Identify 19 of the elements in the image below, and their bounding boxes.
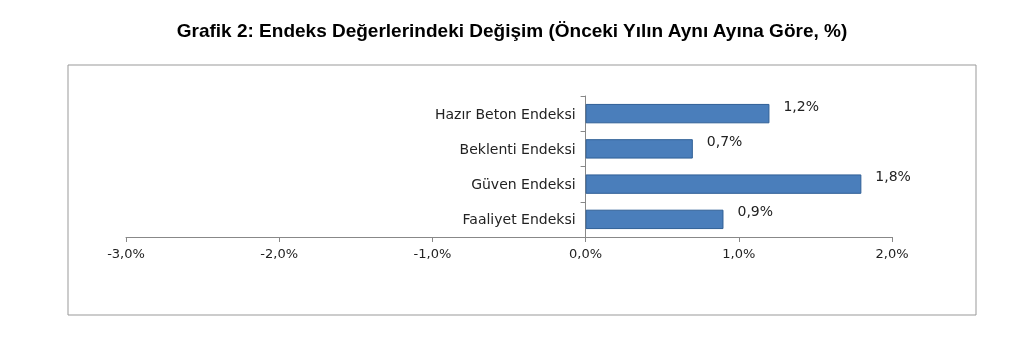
y-tick-label: Hazır Beton Endeksi bbox=[434, 105, 576, 122]
x-tick-label: -1,0% bbox=[413, 246, 452, 261]
x-tick-label: 1,0% bbox=[722, 246, 756, 261]
y-tick-label: Güven Endeksi bbox=[471, 176, 576, 193]
x-tick-label: -3,0% bbox=[107, 246, 145, 261]
bar bbox=[585, 174, 862, 194]
bar bbox=[585, 103, 770, 124]
y-tick-label: Beklenti Endeksi bbox=[459, 140, 576, 157]
data-label: 1,8% bbox=[875, 168, 911, 185]
data-label: 1,2% bbox=[783, 97, 820, 114]
data-label: 0,9% bbox=[737, 203, 774, 220]
x-tick-label: 2,0% bbox=[875, 246, 909, 261]
bar bbox=[585, 139, 693, 159]
x-tick-label: -2,0% bbox=[260, 246, 299, 261]
bar bbox=[585, 209, 724, 230]
chart-title: Grafik 2: Endeks Değerlerindeki Değişim (Önceki Yılın Aynı Ayına Göre, %) bbox=[176, 20, 848, 41]
x-tick-label: 0,0% bbox=[569, 246, 603, 261]
data-label: 0,7% bbox=[706, 132, 743, 149]
y-tick-label: Faaliyet Endeksi bbox=[462, 211, 576, 228]
